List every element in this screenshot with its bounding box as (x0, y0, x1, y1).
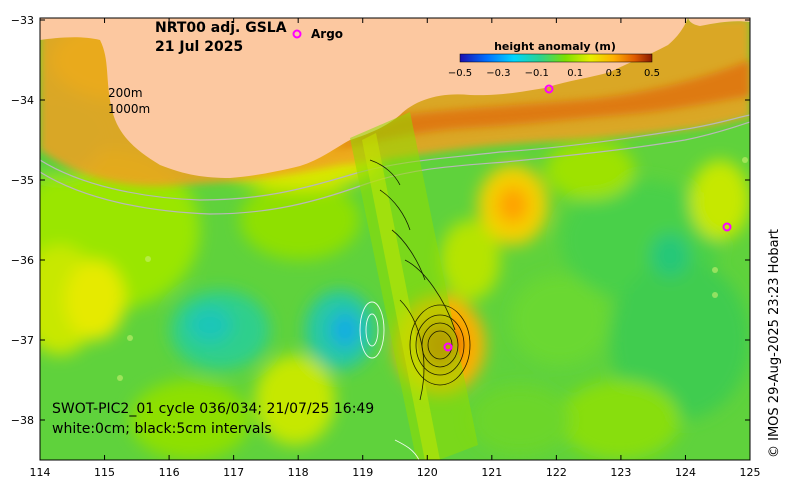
x-tick-label: 118 (288, 466, 309, 479)
x-tick-label: 119 (352, 466, 373, 479)
map-date: 21 Jul 2025 (155, 39, 243, 55)
y-axis: −33 −34 −35 −36 −37 −38 (11, 14, 750, 427)
plot-frame (39, 17, 751, 461)
colorbar-title: height anomaly (m) (494, 40, 616, 53)
colorbar-tick-label: −0.5 (448, 68, 472, 79)
colorbar-tick-label: −0.1 (525, 68, 549, 79)
x-tick-label: 120 (417, 466, 438, 479)
x-tick-label: 114 (30, 466, 51, 479)
colorbar-scale (459, 53, 653, 63)
colorbar-tick-label: 0.5 (644, 68, 660, 79)
x-tick-label: 122 (546, 466, 567, 479)
credit-text: © IMOS 29-Aug-2025 23:23 Hobart (767, 229, 782, 458)
argo-float (443, 342, 453, 352)
map-title: NRT00 adj. GSLA (155, 20, 287, 36)
y-tick-label: −33 (11, 14, 34, 27)
swath-caption-line2: white:0cm; black:5cm intervals (52, 421, 272, 437)
x-tick-label: 123 (610, 466, 631, 479)
contour-label-1000m: 1000m (108, 102, 150, 116)
x-tick-label: 115 (94, 466, 115, 479)
argo-floats (443, 84, 732, 352)
argo-legend-icon (292, 29, 302, 39)
argo-legend-label: Argo (311, 27, 343, 41)
argo-float (722, 222, 732, 232)
x-tick-label: 117 (223, 466, 244, 479)
x-tick-label: 125 (740, 466, 761, 479)
y-tick-label: −34 (11, 94, 34, 107)
x-axis: 114 115 116 117 118 119 120 121 122 123 124 125 (30, 18, 761, 479)
colorbar-tick-label: −0.3 (486, 68, 510, 79)
y-tick-label: −37 (11, 334, 34, 347)
x-tick-label: 116 (159, 466, 180, 479)
colorbar: height anomaly (m) −0.5 −0.3 −0.1 0.1 0.3 0.5 (448, 40, 660, 79)
y-tick-label: −36 (11, 254, 34, 267)
colorbar-tick-label: 0.3 (606, 68, 622, 79)
x-tick-label: 121 (481, 466, 502, 479)
swot-swath (350, 112, 478, 460)
y-tick-label: −38 (11, 414, 34, 427)
swath-caption-line1: SWOT-PIC2_01 cycle 036/034; 21/07/25 16:… (52, 401, 374, 417)
argo-float (544, 84, 554, 94)
y-tick-label: −35 (11, 174, 34, 187)
colorbar-tick-label: 0.1 (567, 68, 583, 79)
contour-label-200m: 200m (108, 86, 143, 100)
x-tick-label: 124 (675, 466, 696, 479)
